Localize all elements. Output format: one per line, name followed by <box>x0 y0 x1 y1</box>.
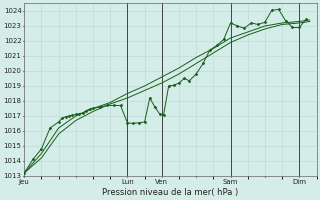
X-axis label: Pression niveau de la mer( hPa ): Pression niveau de la mer( hPa ) <box>102 188 238 197</box>
